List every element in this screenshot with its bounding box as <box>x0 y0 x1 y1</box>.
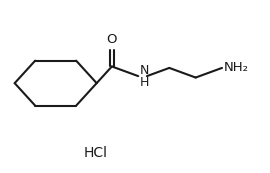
Text: HCl: HCl <box>83 147 107 161</box>
Text: O: O <box>107 33 117 46</box>
Text: N
H: N H <box>140 64 149 89</box>
Text: NH₂: NH₂ <box>223 61 248 74</box>
